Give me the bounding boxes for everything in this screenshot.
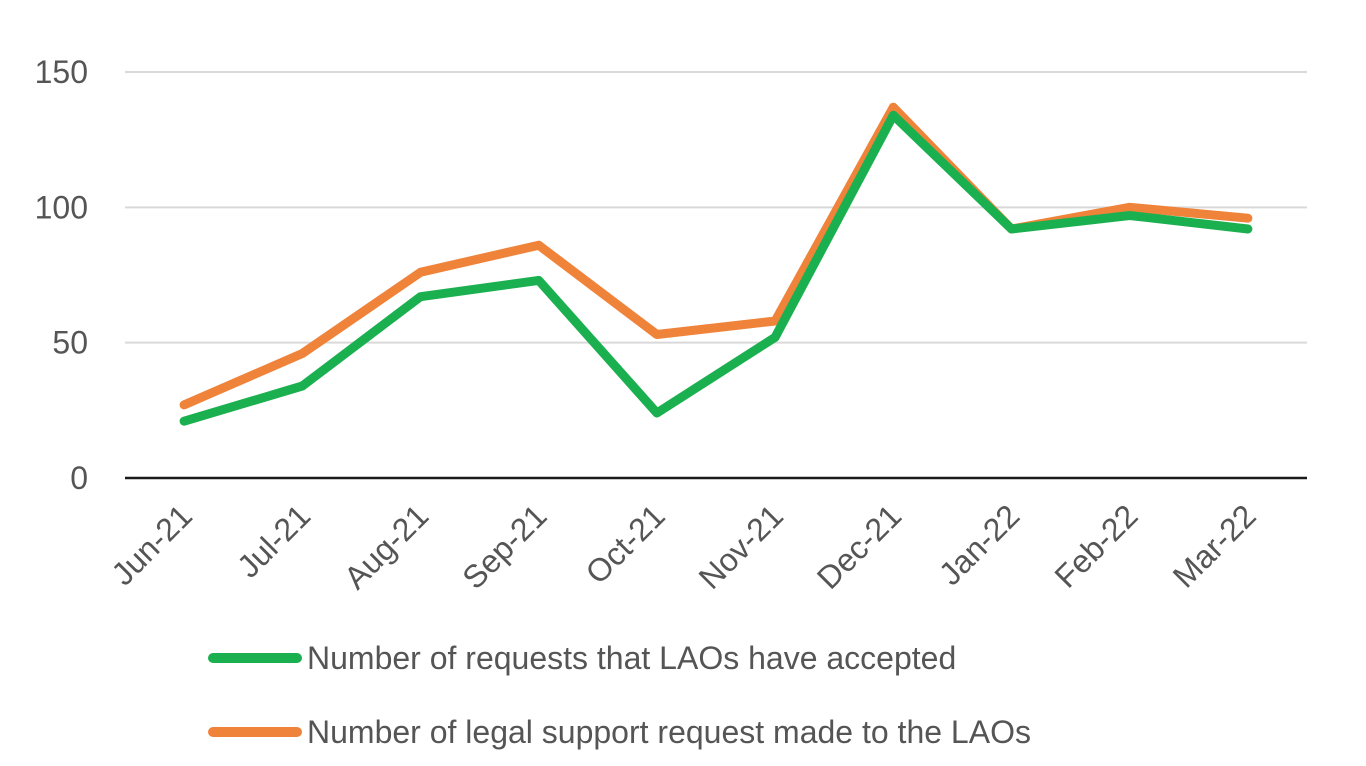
x-tick-label-dec-21: Dec-21 — [810, 497, 908, 595]
series-lines — [179, 102, 1253, 426]
x-tick-label-oct-21: Oct-21 — [578, 497, 671, 590]
legend-item-accepted: Number of requests that LAOs have accept… — [208, 640, 956, 676]
legend-item-requests: Number of legal support request made to … — [208, 714, 1031, 750]
series-line-accepted — [179, 110, 1253, 426]
legend: Number of requests that LAOs have accept… — [208, 640, 1031, 750]
x-tick-label-aug-21: Aug-21 — [337, 497, 435, 595]
x-tick-label-nov-21: Nov-21 — [692, 497, 790, 595]
y-axis-tick-labels: 0 50 100 150 — [35, 54, 88, 496]
y-tick-label-100: 100 — [35, 189, 88, 225]
legend-label-accepted: Number of requests that LAOs have accept… — [307, 640, 956, 676]
x-tick-label-jul-21: Jul-21 — [230, 497, 317, 584]
x-tick-label-feb-22: Feb-22 — [1047, 497, 1144, 594]
x-tick-label-mar-22: Mar-22 — [1166, 497, 1263, 594]
y-tick-label-150: 150 — [35, 54, 88, 90]
y-tick-label-50: 50 — [52, 325, 88, 361]
y-tick-label-0: 0 — [70, 460, 88, 496]
x-axis-tick-labels: Jun-21 Jul-21 Aug-21 Sep-21 Oct-21 Nov-21 Dec-… — [104, 497, 1262, 595]
x-tick-label-jun-21: Jun-21 — [104, 497, 199, 592]
x-tick-label-sep-21: Sep-21 — [455, 497, 553, 595]
legend-label-requests: Number of legal support request made to … — [307, 714, 1031, 750]
x-tick-label-jan-22: Jan-22 — [932, 497, 1027, 592]
